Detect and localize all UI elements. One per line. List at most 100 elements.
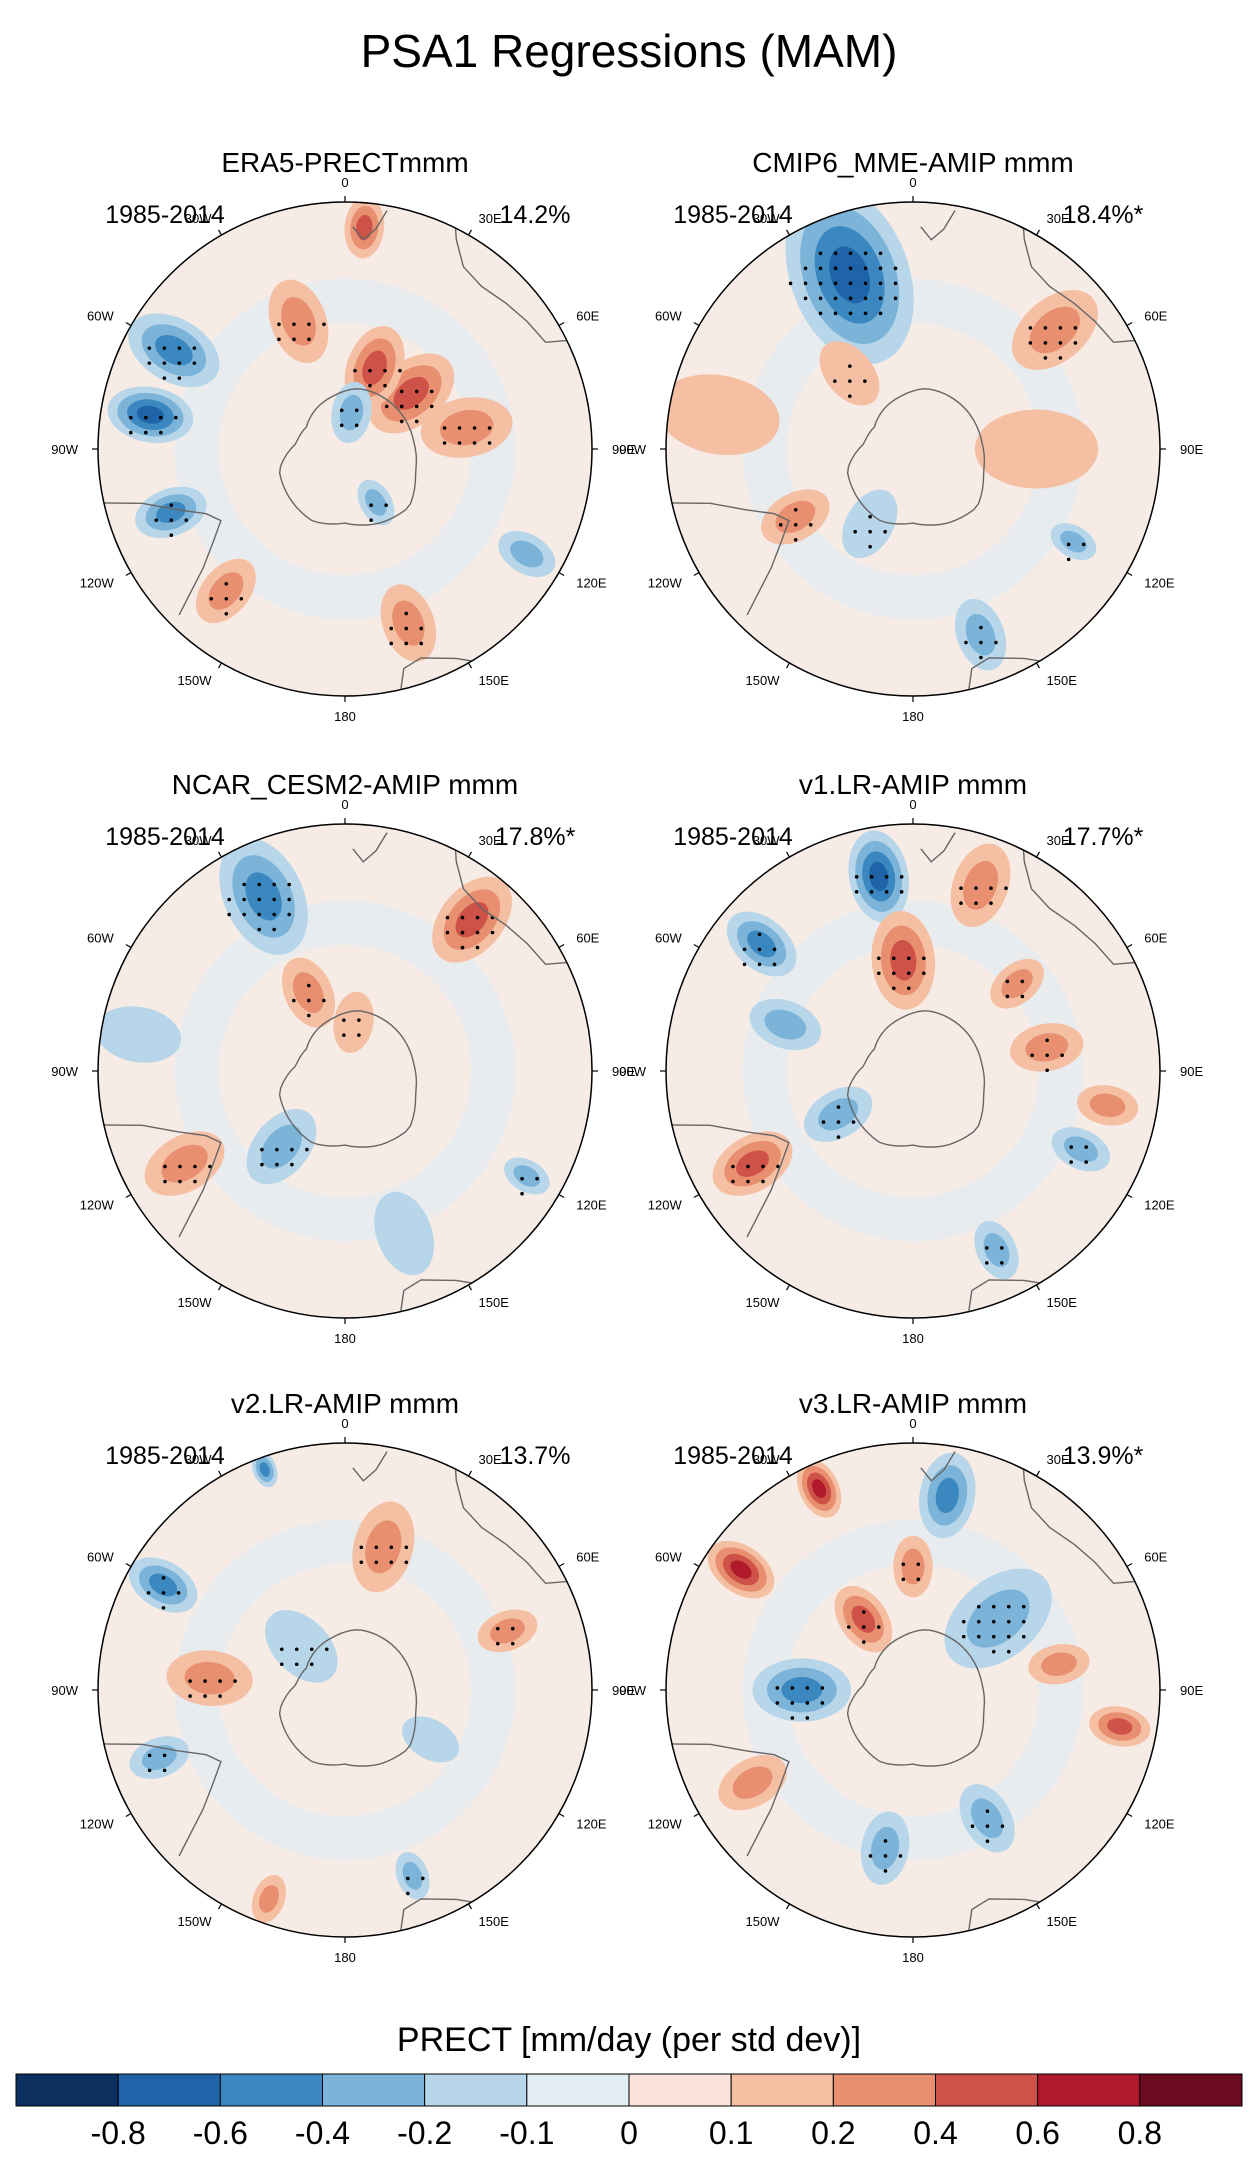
longitude-label: 120E — [576, 1198, 607, 1213]
stipple-dot — [227, 897, 231, 902]
colorbar-tick-label: 0.8 — [1118, 2115, 1162, 2151]
stipple-dot — [398, 368, 402, 373]
stipple-dot — [414, 389, 419, 394]
stipple-dot — [272, 927, 276, 932]
colorbar: -0.8 -0.6 -0.4 -0.2 -0.1 0 0.1 0.2 0.4 0.6 0.8 — [15, 2073, 1243, 2151]
stipple-dot — [868, 514, 872, 519]
stipple-dot — [324, 1647, 329, 1652]
anomaly-blob — [395, 1851, 430, 1900]
longitude-label: 60W — [87, 1550, 114, 1565]
longitude-tick — [785, 1903, 791, 1910]
stipple-dot — [833, 251, 838, 256]
anomaly-contour — [1025, 1033, 1069, 1062]
anomaly-contour — [819, 341, 880, 406]
map-panel-1: ERA5-PRECTmmm 1985-2014 14.2% 0 30E 60E 90E 120… — [51, 147, 635, 724]
longitude-label: 60E — [1144, 1550, 1167, 1565]
stipple-dot — [746, 1179, 750, 1184]
stipple-dot — [369, 503, 373, 508]
anomaly-contour — [870, 1826, 900, 1870]
stipple-dot — [878, 296, 883, 301]
stipple-dot — [144, 430, 148, 435]
stipple-dot — [161, 1606, 166, 1610]
stipple-dot — [292, 322, 296, 327]
stipple-dot — [257, 882, 261, 887]
anomaly-blob — [752, 1658, 852, 1722]
longitude-label: 120W — [648, 576, 683, 591]
stipple-dot — [445, 930, 450, 935]
longitude-label: 30W — [185, 833, 212, 848]
anomaly-contour — [292, 972, 324, 1014]
panel-title: v3.LR-AMIP mmm — [799, 1388, 1027, 1419]
anomaly-contour — [184, 1661, 235, 1695]
longitude-label: 30W — [753, 833, 780, 848]
figure-title: PSA1 Regressions (MAM) — [361, 25, 898, 77]
anomaly-contour — [136, 405, 165, 424]
longitude-label: 180 — [334, 1331, 356, 1346]
stipple-dot — [1058, 356, 1063, 360]
longitude-label: 90E — [1180, 442, 1203, 457]
longitude-label: 0 — [341, 797, 348, 812]
anomaly-contour — [775, 500, 816, 534]
stipple-dot — [1084, 1160, 1088, 1164]
stipple-dot — [775, 1701, 780, 1705]
africa-coastline — [398, 657, 491, 696]
stipple-dot — [863, 266, 868, 271]
significance-stipple — [359, 1545, 409, 1565]
stipple-dot — [129, 415, 133, 420]
antarctica-coastline — [846, 1629, 986, 1767]
longitude-label: 30W — [185, 211, 212, 226]
longitude-tick — [125, 571, 132, 577]
anomaly-contour — [965, 613, 996, 656]
longitude-label: 60E — [576, 931, 599, 946]
anomaly-blob — [990, 958, 1044, 1009]
stipple-dot — [307, 998, 311, 1003]
stipple-dot — [322, 998, 326, 1003]
anomaly-contour — [281, 297, 316, 346]
stipple-dot — [818, 296, 823, 301]
anomaly-blob — [268, 279, 329, 364]
stipple-dot — [761, 1164, 765, 1169]
longitude-tick — [125, 1193, 132, 1199]
significance-stipple — [964, 625, 998, 660]
panel-title: CMIP6_MME-AMIP mmm — [752, 147, 1074, 178]
new-zealand-coastline — [352, 832, 388, 863]
longitude-tick — [1126, 571, 1133, 577]
colorbar-swatch — [117, 2073, 221, 2107]
stipple-dot — [731, 1164, 735, 1169]
longitude-tick — [785, 1284, 791, 1291]
stipple-dot — [475, 945, 480, 950]
stipple-dot — [495, 1626, 500, 1631]
significance-stipple — [154, 503, 189, 538]
significance-stipple — [959, 886, 1008, 906]
map-panel-2: CMIP6_MME-AMIP mmm 1985-2014 18.4%* 0 30E 60E… — [619, 147, 1203, 724]
stipple-dot — [854, 890, 859, 894]
stipple-dot — [805, 1686, 810, 1690]
anomaly-contour — [1107, 1718, 1133, 1735]
longitude-tick — [1035, 229, 1041, 236]
longitude-tick — [785, 1470, 791, 1477]
stipple-dot — [846, 1625, 851, 1629]
anomaly-contour — [261, 1124, 302, 1169]
colorbar-swatch — [628, 2073, 732, 2107]
stipple-dot — [292, 337, 296, 342]
stipple-dot — [883, 529, 887, 534]
stipple-dot — [793, 522, 798, 527]
stipple-dot — [419, 641, 424, 646]
longitude-label: 120W — [80, 1198, 115, 1213]
stipple-dot — [803, 281, 808, 286]
stipple-dot — [307, 1013, 311, 1018]
stipple-dot — [162, 1753, 167, 1758]
colorbar-label: PRECT [mm/day (per std dev)] — [397, 2021, 861, 2059]
longitude-tick — [558, 321, 565, 327]
stipple-dot — [848, 311, 853, 316]
anomaly-blob — [380, 584, 437, 662]
longitude-label: 30E — [479, 211, 502, 226]
stipple-dot — [342, 1018, 346, 1022]
significance-stipple — [854, 875, 904, 894]
stipple-dot — [414, 404, 419, 409]
stipple-dot — [163, 1164, 167, 1169]
anomaly-contour — [1001, 969, 1033, 999]
stipple-dot — [868, 529, 872, 534]
